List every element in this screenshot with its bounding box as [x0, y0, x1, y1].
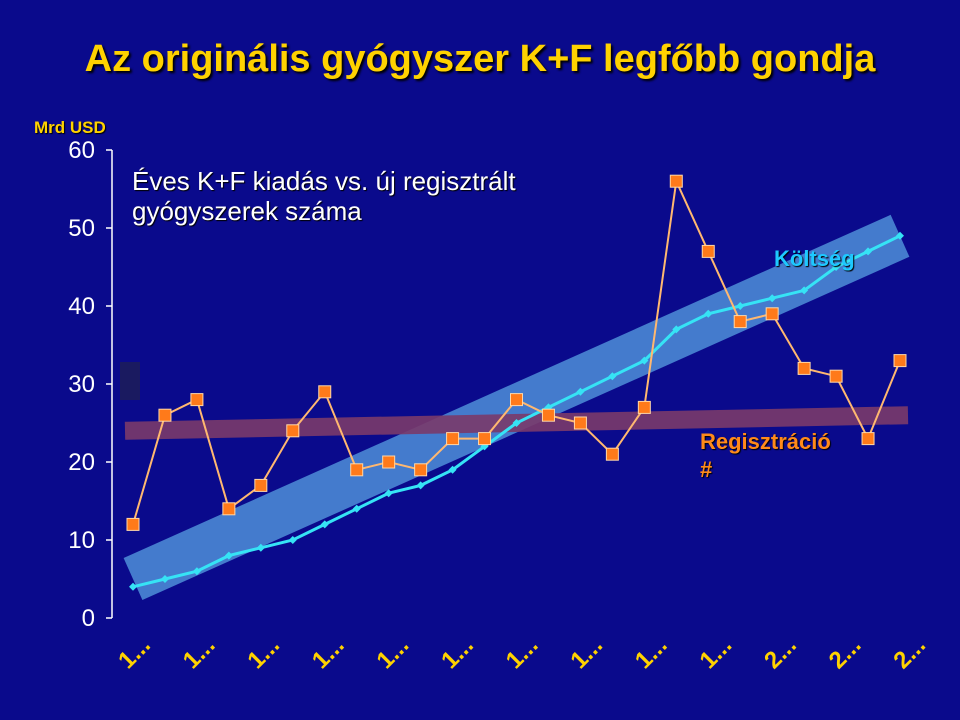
cost-point: [384, 489, 393, 498]
registration-point: [350, 463, 364, 477]
cost-point: [768, 294, 777, 303]
x-tick-label: 1...: [113, 632, 156, 675]
registration-point: [541, 408, 555, 422]
cost-point: [736, 302, 745, 310]
registration-point: [861, 432, 875, 446]
registration-point: [286, 424, 300, 438]
registration-point: [829, 369, 843, 383]
cost-point: [448, 465, 457, 474]
registration-point: [701, 244, 715, 258]
trend-bands: [120, 214, 910, 600]
x-tick-label: 1...: [501, 632, 544, 675]
cost-point: [672, 325, 681, 334]
x-tick-label: 1...: [307, 632, 350, 675]
registration-point: [669, 174, 683, 188]
cost-point: [224, 551, 233, 560]
registration-point: [605, 447, 619, 461]
registration-point: [190, 393, 204, 407]
registration-point: [158, 408, 172, 422]
registration-point: [318, 385, 332, 399]
cost-point: [896, 231, 904, 240]
cost-point: [160, 575, 169, 583]
cost-point: [129, 582, 137, 591]
chart-subtitle: Éves K+F kiadás vs. új regisztrált gyógy…: [132, 166, 632, 226]
registration-point: [573, 416, 587, 430]
cost-point: [576, 387, 585, 396]
cost-point: [352, 504, 361, 513]
registration-point: [637, 400, 651, 414]
cost-point: [864, 247, 873, 256]
registration-point: [414, 463, 428, 477]
cost-point: [192, 567, 201, 576]
x-tick-label: 1...: [630, 632, 673, 675]
registration-point: [893, 354, 907, 368]
registration-label-line-2: #: [700, 457, 713, 482]
chart-subtitle-line-1: Éves K+F kiadás vs. új regisztrált: [132, 166, 516, 196]
cost-point: [800, 286, 809, 295]
x-tick-label: 2...: [759, 632, 802, 675]
registration-point: [222, 502, 236, 516]
chart-subtitle-line-2: gyógyszerek száma: [132, 196, 362, 226]
cost-trend-band: [123, 214, 910, 600]
cost-point: [832, 263, 841, 271]
cost-point: [704, 309, 713, 318]
page-title: Az originális gyógyszer K+F legfőbb gond…: [84, 38, 876, 80]
y-tick-label: 50: [68, 215, 95, 242]
x-tick-label: 1...: [242, 632, 285, 675]
legend-swatch: [120, 362, 140, 400]
chart-series: [126, 174, 907, 591]
registration-point: [797, 361, 811, 375]
registration-point: [254, 478, 268, 492]
y-tick-label: 30: [68, 371, 95, 398]
y-tick-label: 0: [82, 605, 95, 632]
registration-point: [446, 432, 460, 446]
x-tick-label: 2...: [824, 632, 867, 675]
cost-point: [512, 419, 521, 427]
registration-label-line-1: Regisztráció: [700, 429, 831, 454]
registration-point: [382, 455, 396, 469]
y-tick-label: 20: [68, 449, 95, 476]
cost-point: [320, 520, 329, 529]
registration-point: [510, 393, 523, 407]
y-tick-label: 60: [68, 137, 95, 164]
y-tick-label: 40: [68, 293, 95, 320]
cost-point: [416, 481, 425, 490]
registration-point: [126, 517, 140, 531]
cost-point: [608, 372, 617, 381]
x-tick-label: 1...: [565, 632, 608, 675]
registration-series-label: Regisztráció #: [700, 428, 831, 484]
cost-series-label: Költség: [774, 246, 855, 271]
y-tick-label: 10: [68, 527, 95, 554]
x-tick-label: 1...: [436, 632, 479, 675]
registration-point: [765, 307, 779, 321]
x-tick-label: 1...: [695, 632, 738, 675]
registration-point: [733, 315, 747, 329]
cost-point: [288, 536, 297, 544]
y-axis-unit-label: Mrd USD: [34, 118, 106, 137]
cost-point: [640, 356, 649, 365]
x-tick-label: 1...: [178, 632, 221, 675]
registration-point: [478, 432, 492, 446]
x-tick-label: 2...: [888, 632, 931, 675]
x-tick-label: 1...: [372, 632, 415, 675]
cost-point: [256, 543, 265, 552]
